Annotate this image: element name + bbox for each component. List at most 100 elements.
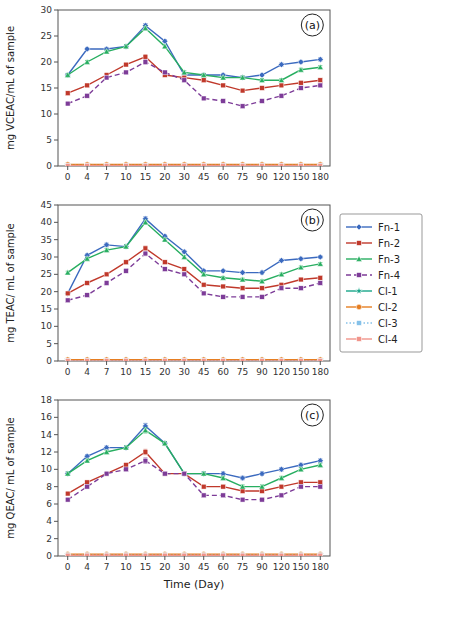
x-tick [320, 166, 321, 170]
data-point [104, 471, 109, 476]
data-point [259, 278, 265, 283]
x-tick-label: 60 [217, 172, 229, 182]
x-tick-label: 4 [84, 562, 90, 572]
data-point [123, 445, 129, 450]
y-tick [54, 88, 58, 89]
y-tick-label: 8 [46, 482, 52, 492]
data-point [240, 294, 245, 299]
data-point [221, 493, 226, 498]
y-tick-label: 16 [41, 412, 53, 422]
x-tick-label: 15 [140, 562, 151, 572]
data-point [298, 80, 303, 85]
data-point [65, 101, 70, 106]
data-point [221, 163, 226, 166]
y-tick-label: 20 [41, 287, 53, 297]
data-point [124, 553, 129, 556]
x-tick [145, 556, 146, 560]
data-point [298, 466, 304, 471]
data-point [221, 163, 226, 166]
data-point [240, 104, 245, 109]
x-tick-label: 45 [198, 172, 209, 182]
y-tick [54, 417, 58, 418]
error-bar [260, 498, 264, 501]
data-point [200, 551, 207, 556]
legend-marker [357, 337, 362, 342]
panel-label: (a) [305, 19, 320, 32]
series [65, 553, 322, 556]
data-point [240, 88, 245, 93]
data-point [84, 161, 91, 166]
data-point [201, 291, 206, 296]
series [64, 356, 324, 361]
error-bar [105, 273, 109, 276]
data-point [201, 357, 206, 361]
error-bar [318, 84, 322, 87]
y-tick [54, 309, 58, 310]
data-point [201, 493, 206, 498]
data-point [124, 358, 129, 361]
data-point [162, 552, 167, 556]
x-tick-label: 30 [179, 172, 191, 182]
data-point [182, 471, 187, 476]
x-tick-label: 180 [312, 172, 329, 182]
error-bar [318, 481, 322, 484]
data-point [162, 267, 167, 272]
data-point [220, 356, 227, 361]
data-point [201, 358, 206, 361]
data-point [298, 67, 304, 72]
data-point [124, 463, 129, 468]
x-tick [145, 361, 146, 365]
data-point [318, 553, 323, 556]
data-point [260, 163, 265, 166]
data-point [279, 162, 284, 166]
data-point [143, 163, 148, 166]
y-tick-label: 25 [41, 269, 52, 279]
error-bar [163, 472, 167, 475]
x-tick [262, 166, 263, 170]
data-point [278, 475, 284, 480]
x-tick [320, 556, 321, 560]
data-point [278, 356, 285, 361]
data-point [201, 553, 206, 556]
y-tick-label: 10 [41, 109, 53, 119]
data-point [259, 471, 265, 477]
series [65, 553, 322, 556]
x-tick-label: 45 [198, 562, 209, 572]
error-bar [299, 86, 303, 89]
data-point [279, 83, 284, 88]
error-bar [221, 84, 225, 87]
x-tick [203, 361, 204, 365]
y-tick [54, 10, 58, 11]
x-tick-label: 75 [237, 172, 248, 182]
data-point [84, 59, 90, 64]
series-line [68, 426, 321, 478]
series [65, 60, 322, 109]
data-point [124, 260, 129, 265]
y-tick [54, 400, 58, 401]
error-bar [260, 489, 264, 492]
series [65, 25, 324, 82]
plot-frame [58, 400, 330, 556]
y-tick [54, 326, 58, 327]
data-point [240, 162, 245, 166]
data-point [221, 484, 226, 489]
data-point [162, 70, 167, 75]
x-tick-label: 90 [256, 172, 268, 182]
data-point [143, 251, 148, 256]
data-point [182, 471, 187, 476]
data-point [143, 357, 148, 361]
data-point [298, 163, 303, 166]
data-point [162, 358, 167, 361]
error-bar [221, 494, 225, 497]
series-line [68, 254, 321, 301]
y-tick-label: 0 [46, 551, 52, 561]
error-bar [124, 71, 128, 74]
data-point [240, 489, 245, 494]
series [65, 216, 324, 297]
x-tick-label: 20 [159, 562, 171, 572]
data-point [162, 260, 167, 265]
panel-label: (c) [305, 409, 320, 422]
data-point [240, 270, 246, 276]
series [65, 357, 323, 361]
data-point [317, 56, 323, 62]
